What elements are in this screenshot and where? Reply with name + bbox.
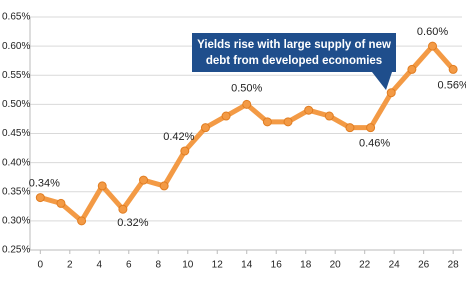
data-label: 0.56% xyxy=(438,79,466,91)
point xyxy=(97,181,107,191)
point xyxy=(56,198,66,208)
data-label: 0.34% xyxy=(29,177,60,189)
point xyxy=(242,99,252,109)
point xyxy=(180,146,190,156)
y-tick-label: 0.25% xyxy=(2,245,30,256)
point xyxy=(262,117,272,127)
y-tick-label: 0.35% xyxy=(2,186,30,197)
y-tick-label: 0.55% xyxy=(2,70,30,81)
annotation-line: Yields rise with large supply of new xyxy=(197,39,391,51)
y-tick-label: 0.65% xyxy=(2,12,30,23)
x-tick-label: 8 xyxy=(155,260,161,271)
y-tick-label: 0.30% xyxy=(2,216,30,227)
point xyxy=(448,64,458,74)
x-tick-label: 0 xyxy=(38,260,44,271)
point xyxy=(159,181,169,191)
x-tick-label: 2 xyxy=(67,260,73,271)
point xyxy=(345,123,355,133)
point xyxy=(221,111,231,121)
x-tick-label: 28 xyxy=(448,260,460,271)
point xyxy=(77,216,87,226)
point xyxy=(324,111,334,121)
y-tick-label: 0.40% xyxy=(2,157,30,168)
point xyxy=(283,117,293,127)
y-tick-label: 0.50% xyxy=(2,99,30,110)
callout-box xyxy=(192,33,396,90)
x-tick-label: 26 xyxy=(418,260,430,271)
annotation-line: debt from developed economies xyxy=(206,55,382,67)
x-tick-label: 16 xyxy=(271,260,283,271)
point xyxy=(407,64,417,74)
point xyxy=(304,105,314,115)
point xyxy=(428,41,438,51)
x-tick-label: 22 xyxy=(359,260,371,271)
x-tick-label: 24 xyxy=(389,260,401,271)
point xyxy=(118,204,128,214)
x-tick-label: 12 xyxy=(212,260,224,271)
x-tick-label: 6 xyxy=(126,260,132,271)
data-label: 0.50% xyxy=(231,82,262,94)
data-label: 0.46% xyxy=(359,138,390,150)
y-tick-label: 0.45% xyxy=(2,128,30,139)
data-label: 0.42% xyxy=(163,131,194,143)
x-tick-label: 4 xyxy=(97,260,103,271)
x-tick-label: 18 xyxy=(300,260,312,271)
point xyxy=(366,123,376,133)
point xyxy=(139,175,149,185)
point xyxy=(386,88,396,98)
point xyxy=(200,123,210,133)
x-tick-label: 20 xyxy=(330,260,342,271)
y-tick-label: 0.60% xyxy=(2,41,30,52)
x-tick-label: 14 xyxy=(241,260,253,271)
data-label: 0.32% xyxy=(117,217,148,229)
x-tick-label: 10 xyxy=(182,260,194,271)
point xyxy=(35,193,45,203)
data-label: 0.60% xyxy=(417,26,448,38)
